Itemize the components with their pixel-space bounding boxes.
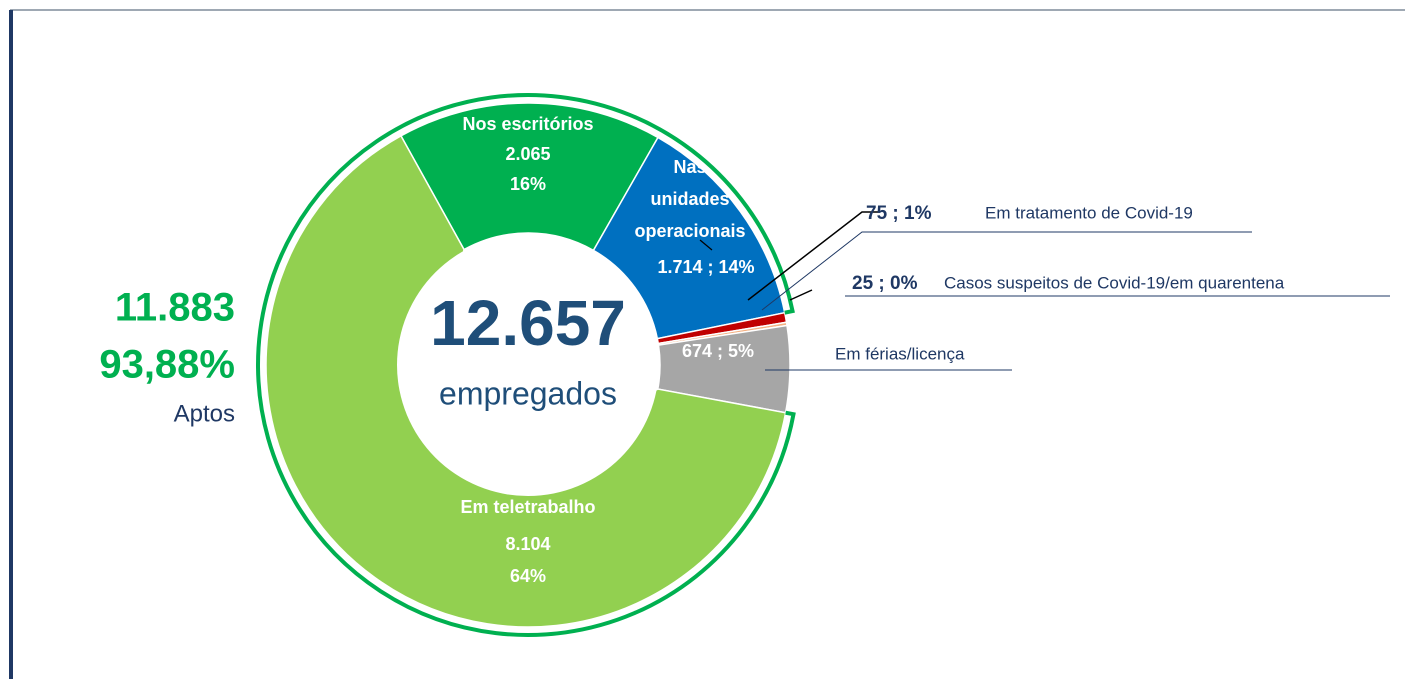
slice-name: Em férias/licença (835, 344, 965, 363)
slice-value: 2.065 (505, 144, 550, 164)
slice-value: 1.714 (657, 257, 702, 277)
slice-value-group: 25 ; 0% (852, 273, 918, 294)
aptos-count: 11.883 (115, 286, 235, 330)
separator: ; (873, 273, 890, 294)
aptos-percent: 93,88% (99, 343, 235, 387)
slice-name: Casos suspeitos de Covid-19/em quarenten… (944, 273, 1285, 292)
slice-value-group: 674 ; 5% (682, 341, 754, 361)
leader-line (699, 239, 713, 251)
total-caption: empregados (439, 375, 617, 411)
slice-name: Nas unidades operacionais (634, 157, 745, 241)
separator: ; (712, 341, 728, 361)
donut-slice (592, 136, 786, 340)
leader-line (789, 289, 813, 301)
total: 12.657 (430, 287, 626, 359)
donut-hole (397, 234, 659, 496)
separator: ; (703, 257, 719, 277)
slice-percent: 1% (904, 203, 932, 224)
aptos-caption: Aptos (174, 400, 235, 427)
slice-name-line: unidades (650, 189, 729, 209)
slice-name-line: Nas (673, 157, 706, 177)
leader-line (761, 231, 1252, 311)
slice-percent: 14% (719, 257, 755, 277)
slice-name: Em tratamento de Covid-19 (985, 203, 1193, 222)
slice-percent: 5% (728, 341, 754, 361)
separator: ; (887, 203, 904, 224)
slice-percent: 0% (890, 273, 918, 294)
slice-name: Em teletrabalho (460, 497, 595, 517)
slice-percent: 16% (510, 174, 546, 194)
slice-value-group: 1.714 ; 14% (657, 257, 754, 277)
slice-name-line: operacionais (634, 221, 745, 241)
slice-value: 8.104 (505, 534, 550, 554)
slice-value: 25 (852, 273, 874, 294)
slice-value: 674 (682, 341, 712, 361)
slice-value: 75 (866, 203, 888, 224)
slice-value-group: 75 ; 1% (866, 203, 932, 224)
leader-line (747, 211, 880, 301)
donut-slice (399, 102, 659, 252)
slice-name: Nos escritórios (462, 114, 593, 134)
aptos-outline (256, 93, 796, 637)
slice-percent: 64% (510, 566, 546, 586)
